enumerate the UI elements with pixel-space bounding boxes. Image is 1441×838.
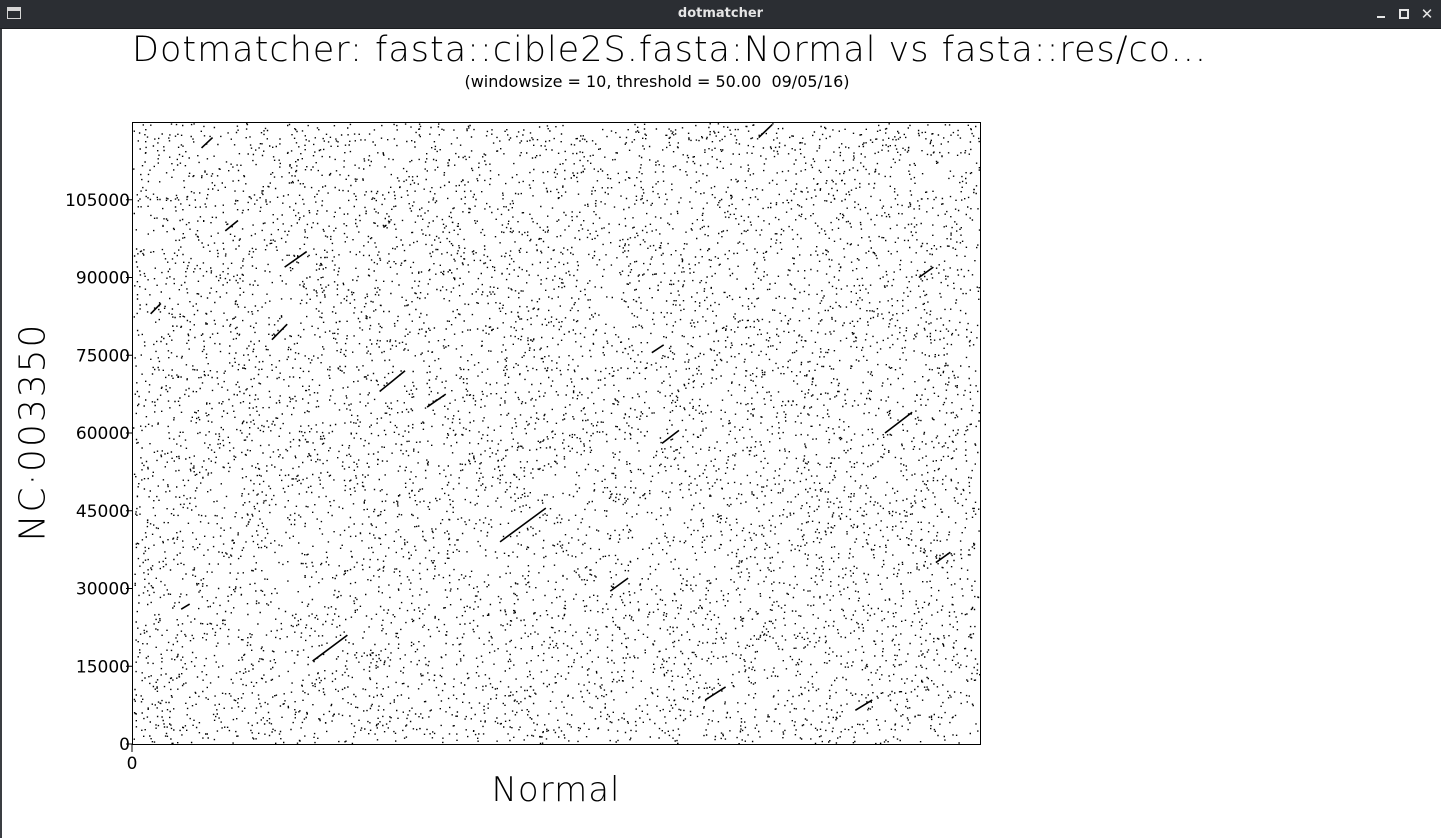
window-title: dotmatcher bbox=[677, 6, 764, 21]
diagonal-match-18 bbox=[935, 551, 951, 564]
diagonal-match-7 bbox=[379, 370, 406, 393]
match-dot-cloud bbox=[133, 123, 981, 745]
y-tick-label-4: 60000 bbox=[76, 424, 130, 444]
diagonal-match-12 bbox=[661, 429, 680, 445]
window-menu-icon[interactable] bbox=[7, 7, 21, 19]
y-axis: 0 15000 30000 45000 60000 75000 90000 105000 bbox=[65, 191, 132, 755]
maximize-icon bbox=[1399, 9, 1409, 19]
minimize-icon bbox=[1377, 16, 1385, 18]
x-axis: 0 bbox=[127, 744, 138, 774]
y-tick-label-7: 105000 bbox=[65, 191, 130, 211]
diagonal-match-14 bbox=[758, 124, 773, 139]
diagonal-match-13 bbox=[704, 686, 727, 701]
close-button[interactable]: ✕ bbox=[1418, 5, 1436, 23]
diagonal-match-4 bbox=[271, 323, 288, 341]
diagonal-match-9 bbox=[499, 507, 547, 543]
y-tick-label-3: 45000 bbox=[76, 502, 130, 522]
diagonal-match-8 bbox=[426, 393, 447, 408]
diagonal-match-11 bbox=[651, 344, 665, 354]
x-axis-label: Normal bbox=[491, 770, 621, 810]
diagonal-match-2 bbox=[200, 136, 214, 149]
window-border bbox=[0, 29, 2, 838]
diagonal-match-15 bbox=[854, 699, 873, 711]
diagonal-matches bbox=[150, 124, 951, 711]
close-icon: ✕ bbox=[1420, 5, 1434, 23]
y-tick-label-2: 30000 bbox=[76, 580, 130, 600]
diagonal-match-1 bbox=[180, 603, 191, 610]
match-dots bbox=[133, 123, 981, 745]
diagonal-match-16 bbox=[884, 411, 913, 434]
minimize-button[interactable] bbox=[1372, 5, 1390, 23]
plot-frame bbox=[132, 122, 981, 745]
y-tick-label-1: 15000 bbox=[76, 657, 130, 677]
maximize-button[interactable] bbox=[1395, 5, 1413, 23]
diagonal-match-5 bbox=[284, 250, 308, 268]
diagonal-match-3 bbox=[224, 219, 239, 232]
chart-subtitle: (windowsize = 10, threshold = 50.00 09/0… bbox=[464, 72, 850, 91]
title-bar[interactable]: dotmatcher ✕ bbox=[0, 0, 1441, 29]
diagonal-match-6 bbox=[312, 634, 348, 662]
y-axis-label: NC·003350 bbox=[12, 322, 54, 542]
diagonal-match-17 bbox=[918, 266, 934, 279]
x-tick-label-0: 0 bbox=[127, 754, 138, 774]
diagonal-match-10 bbox=[609, 577, 629, 592]
diagonal-match-0 bbox=[150, 302, 162, 315]
y-tick-label-0: 0 bbox=[119, 735, 130, 755]
chart-title: Dotmatcher: fasta::cible2S.fasta:Normal … bbox=[132, 30, 1207, 70]
y-tick-label-5: 75000 bbox=[76, 346, 130, 366]
y-tick-label-6: 90000 bbox=[76, 269, 130, 289]
